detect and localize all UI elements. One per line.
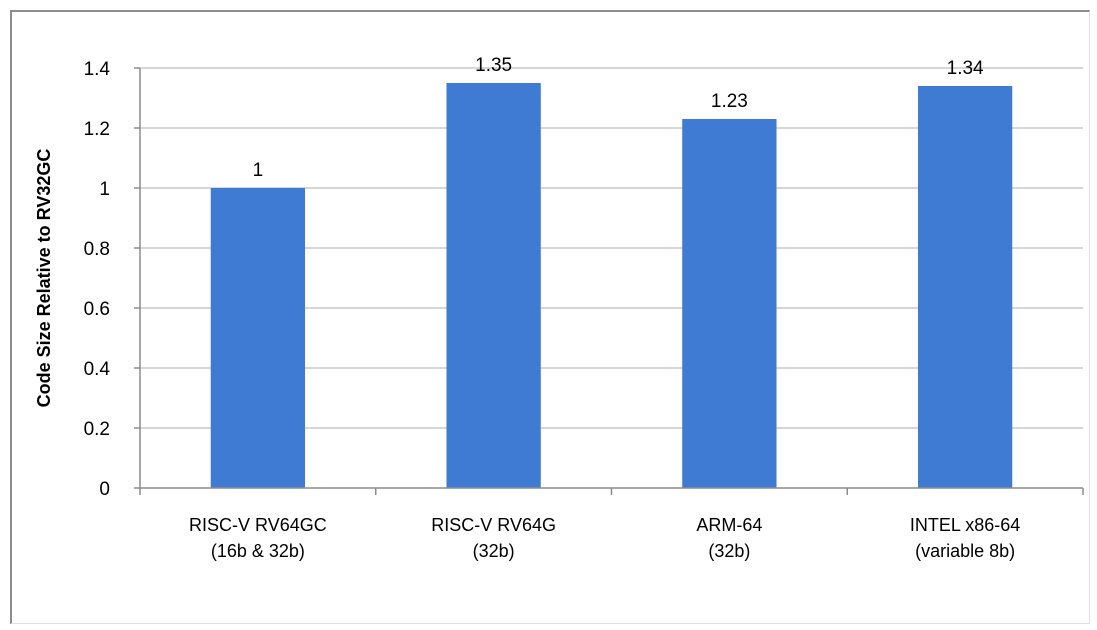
- x-tick-label: (variable 8b): [915, 541, 1015, 561]
- y-tick-label: 0.6: [84, 299, 110, 320]
- x-tick-label: RISC-V RV64G: [431, 515, 556, 535]
- y-tick-label: 0: [99, 479, 110, 500]
- y-tick-label: 1: [99, 179, 110, 200]
- y-tick-label: 1.4: [84, 59, 111, 80]
- bar: [917, 86, 1013, 488]
- labels: 0 0.2 0.4 0.6 0.8 1 1.2 1.4 1 RISC-V RV64GC (16b &…: [84, 55, 1021, 561]
- y-tick-label: 0.2: [84, 419, 110, 440]
- axes: [134, 67, 1084, 495]
- data-label: 1.35: [475, 55, 512, 76]
- y-tick-label: 1.2: [84, 119, 110, 140]
- y-tick-label: 0.8: [84, 239, 110, 260]
- x-tick-label: (16b & 32b): [211, 541, 305, 561]
- y-tick-label: 0.4: [84, 359, 111, 380]
- data-label: 1.23: [711, 91, 748, 112]
- chart-frame: [10, 10, 1090, 624]
- y-axis-title: Code Size Relative to RV32GC: [34, 149, 54, 408]
- data-label: 1: [253, 160, 264, 181]
- bars: [210, 83, 1013, 488]
- bar: [446, 83, 541, 488]
- x-tick-label: (32b): [708, 541, 750, 561]
- x-tick-label: (32b): [473, 541, 515, 561]
- data-label: 1.34: [947, 58, 984, 79]
- bar: [682, 119, 777, 488]
- bar: [210, 188, 306, 488]
- x-tick-label: RISC-V RV64GC: [189, 515, 327, 535]
- x-tick-label: ARM-64: [696, 515, 762, 535]
- x-tick-label: INTEL x86-64: [910, 515, 1020, 535]
